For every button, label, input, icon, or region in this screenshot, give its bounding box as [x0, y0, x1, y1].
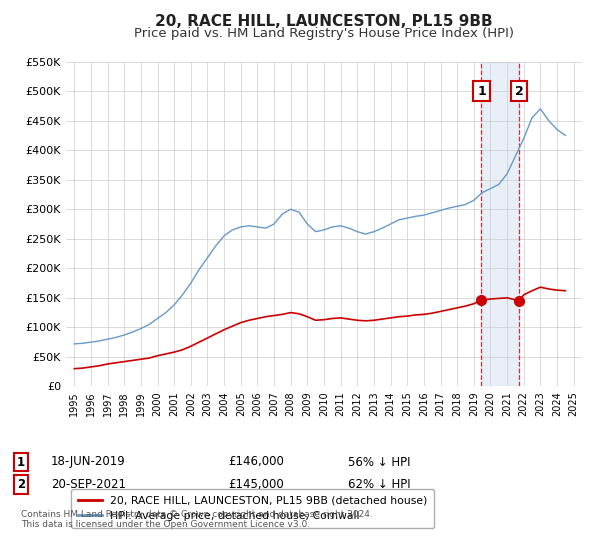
Legend: 20, RACE HILL, LAUNCESTON, PL15 9BB (detached house), HPI: Average price, detach: 20, RACE HILL, LAUNCESTON, PL15 9BB (det…	[71, 489, 434, 528]
Text: 20-SEP-2021: 20-SEP-2021	[51, 478, 126, 491]
Bar	[481, 62, 519, 386]
Text: 20, RACE HILL, LAUNCESTON, PL15 9BB: 20, RACE HILL, LAUNCESTON, PL15 9BB	[155, 14, 493, 29]
Text: £145,000: £145,000	[228, 478, 284, 491]
Text: 1: 1	[17, 455, 25, 469]
Text: 2: 2	[515, 85, 523, 97]
Text: 1: 1	[477, 85, 486, 97]
Text: 18-JUN-2019: 18-JUN-2019	[51, 455, 126, 469]
Text: 56% ↓ HPI: 56% ↓ HPI	[348, 455, 410, 469]
Text: £146,000: £146,000	[228, 455, 284, 469]
Text: 2: 2	[17, 478, 25, 491]
Text: Price paid vs. HM Land Registry's House Price Index (HPI): Price paid vs. HM Land Registry's House …	[134, 27, 514, 40]
Text: 62% ↓ HPI: 62% ↓ HPI	[348, 478, 410, 491]
Text: Contains HM Land Registry data © Crown copyright and database right 2024.
This d: Contains HM Land Registry data © Crown c…	[21, 510, 373, 529]
